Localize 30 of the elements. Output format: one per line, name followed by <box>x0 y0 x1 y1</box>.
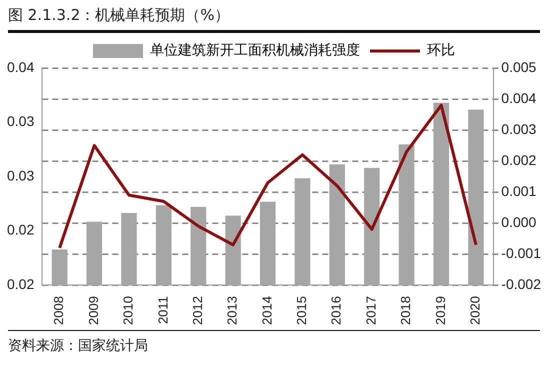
y2-tick-label: 0.004 <box>501 90 537 106</box>
x-tick-label: 2009 <box>86 296 101 325</box>
y2-tick-label: 0.001 <box>501 182 537 199</box>
x-tick-label: 2014 <box>259 296 274 325</box>
y-tick-label: 0.02 <box>7 276 34 292</box>
y-tick-label: 0.03 <box>7 167 34 184</box>
x-tick-label: 2017 <box>363 296 378 325</box>
chart-title: 图 2.1.3.2：机械单耗预期（%） <box>8 6 230 25</box>
y-tick-label: 0.02 <box>7 222 34 238</box>
x-tick-label: 2019 <box>432 296 448 325</box>
x-tick-label: 2012 <box>190 296 205 325</box>
x-tick-label: 2013 <box>224 296 240 325</box>
legend-label: 环比 <box>427 42 455 59</box>
x-tick-label: 2020 <box>468 296 483 325</box>
x-tick-label: 2008 <box>51 296 66 325</box>
x-tick-label: 2015 <box>294 296 310 325</box>
x-tick-label: 2018 <box>398 296 414 325</box>
legend-label: 单位建筑新开工面积机械消耗强度 <box>150 42 360 59</box>
y2-tick-label: -0.002 <box>501 276 542 292</box>
y2-tick-label: 0.003 <box>501 120 537 137</box>
y2-tick-label: 0.002 <box>501 152 537 168</box>
y2-tick-label: 0.005 <box>501 58 537 75</box>
y2-tick-label: 0.000 <box>501 214 537 230</box>
x-tick-label: 2011 <box>155 296 170 324</box>
y-tick-label: 0.04 <box>7 58 34 75</box>
text: 资料来源：国家统计局 <box>8 337 148 355</box>
x-tick-label: 2016 <box>328 296 344 325</box>
y2-tick-label: -0.001 <box>501 244 542 261</box>
x-tick-label: 2010 <box>120 296 136 325</box>
y-tick-label: 0.03 <box>7 113 34 130</box>
